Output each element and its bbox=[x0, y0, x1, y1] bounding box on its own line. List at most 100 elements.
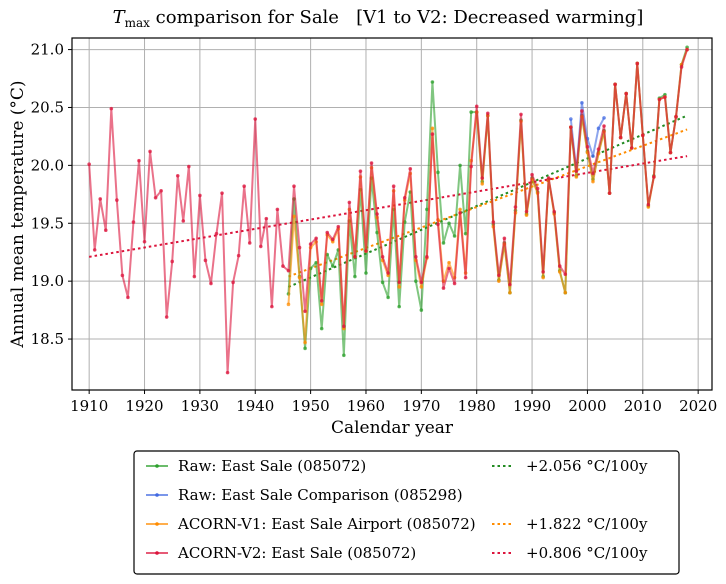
data-point bbox=[635, 61, 640, 66]
data-point bbox=[319, 299, 324, 303]
data-point bbox=[436, 170, 440, 175]
data-point bbox=[270, 304, 274, 309]
data-point bbox=[463, 275, 468, 280]
x-tick-label: 1950 bbox=[292, 397, 330, 415]
x-tick-label: 2020 bbox=[679, 397, 717, 415]
data-point bbox=[414, 279, 418, 283]
data-point bbox=[458, 163, 462, 168]
data-point bbox=[497, 279, 501, 283]
data-point bbox=[286, 302, 291, 307]
data-point bbox=[353, 274, 357, 279]
trend-line bbox=[88, 155, 688, 258]
data-point bbox=[87, 162, 91, 167]
y-tick-label: 19.5 bbox=[31, 214, 64, 232]
data-point bbox=[541, 270, 545, 274]
series-lines bbox=[87, 45, 689, 375]
legend-trend-item: +1.822 °C/100y bbox=[492, 515, 648, 533]
legend-trend-label: +2.056 °C/100y bbox=[526, 457, 648, 475]
data-point bbox=[397, 304, 401, 309]
data-point bbox=[397, 285, 401, 289]
y-tick-label: 18.5 bbox=[31, 330, 64, 348]
data-point bbox=[214, 231, 219, 236]
legend-marker bbox=[155, 464, 159, 468]
data-point bbox=[491, 220, 496, 224]
data-point bbox=[524, 213, 529, 217]
data-point bbox=[425, 255, 429, 259]
data-point bbox=[447, 260, 451, 265]
legend-marker bbox=[155, 493, 159, 497]
data-point bbox=[530, 172, 534, 177]
data-point bbox=[275, 207, 280, 212]
y-tick-label: 20.0 bbox=[31, 156, 64, 174]
data-point bbox=[602, 124, 606, 128]
data-point bbox=[292, 184, 296, 189]
data-point bbox=[624, 91, 628, 96]
data-point bbox=[386, 295, 390, 300]
data-point bbox=[137, 158, 141, 163]
data-point bbox=[591, 171, 595, 176]
y-axis-label: Annual mean temperature (°C) bbox=[8, 80, 28, 348]
data-point bbox=[574, 169, 579, 173]
data-point bbox=[297, 275, 302, 280]
data-point bbox=[596, 147, 601, 151]
legend-label: Raw: East Sale Comparison (085298) bbox=[178, 486, 463, 504]
legend-item: Raw: East Sale Comparison (085298) bbox=[146, 486, 463, 504]
grid-lines bbox=[72, 38, 712, 390]
x-axis-label: Calendar year bbox=[331, 418, 454, 438]
data-point bbox=[430, 132, 435, 136]
data-point bbox=[153, 195, 158, 200]
legend-trend-item: +0.806 °C/100y bbox=[492, 544, 648, 562]
data-point bbox=[569, 125, 573, 129]
data-point bbox=[303, 309, 307, 314]
legend-label: ACORN-V2: East Sale (085072) bbox=[177, 544, 416, 562]
data-point bbox=[330, 237, 335, 242]
data-point bbox=[364, 249, 368, 253]
data-point bbox=[364, 271, 368, 275]
data-point bbox=[342, 353, 346, 358]
data-point bbox=[452, 234, 457, 238]
legend-trend-item: +2.056 °C/100y bbox=[492, 457, 648, 475]
data-point bbox=[646, 202, 651, 207]
chart-title: Tmax comparison for Sale [V1 to V2: Decr… bbox=[113, 7, 644, 30]
data-point bbox=[358, 169, 363, 173]
title-subscript: max bbox=[125, 16, 151, 30]
data-point bbox=[447, 266, 451, 271]
data-point bbox=[591, 154, 595, 158]
data-point bbox=[148, 149, 152, 154]
data-point bbox=[397, 280, 401, 285]
data-point bbox=[452, 281, 457, 286]
data-point bbox=[347, 200, 352, 205]
data-point bbox=[209, 281, 213, 286]
data-point bbox=[640, 133, 645, 138]
data-point bbox=[336, 224, 341, 229]
data-point bbox=[519, 112, 523, 117]
plot-frame bbox=[71, 37, 713, 391]
x-tick-label: 1910 bbox=[70, 397, 108, 415]
x-tick-label: 1960 bbox=[347, 397, 385, 415]
data-point bbox=[580, 109, 584, 113]
data-point bbox=[679, 65, 684, 69]
data-point bbox=[236, 253, 241, 258]
data-point bbox=[436, 222, 440, 227]
x-tick-label: 2000 bbox=[568, 397, 606, 415]
data-point bbox=[286, 268, 291, 273]
data-point bbox=[508, 282, 512, 287]
data-point bbox=[447, 221, 451, 226]
data-point bbox=[175, 173, 180, 178]
data-point bbox=[629, 146, 634, 150]
data-point bbox=[552, 209, 557, 214]
data-point bbox=[192, 274, 197, 279]
x-tick-label: 1980 bbox=[458, 397, 496, 415]
data-point bbox=[375, 212, 379, 216]
data-point bbox=[408, 167, 413, 171]
data-point bbox=[203, 258, 208, 263]
data-point bbox=[242, 184, 246, 189]
data-point bbox=[469, 164, 473, 169]
title-variable: T bbox=[113, 7, 127, 28]
data-point bbox=[430, 80, 435, 84]
y-tick-label: 19.0 bbox=[31, 272, 64, 290]
data-point bbox=[402, 195, 407, 200]
data-point bbox=[663, 95, 667, 99]
data-point bbox=[535, 186, 540, 191]
